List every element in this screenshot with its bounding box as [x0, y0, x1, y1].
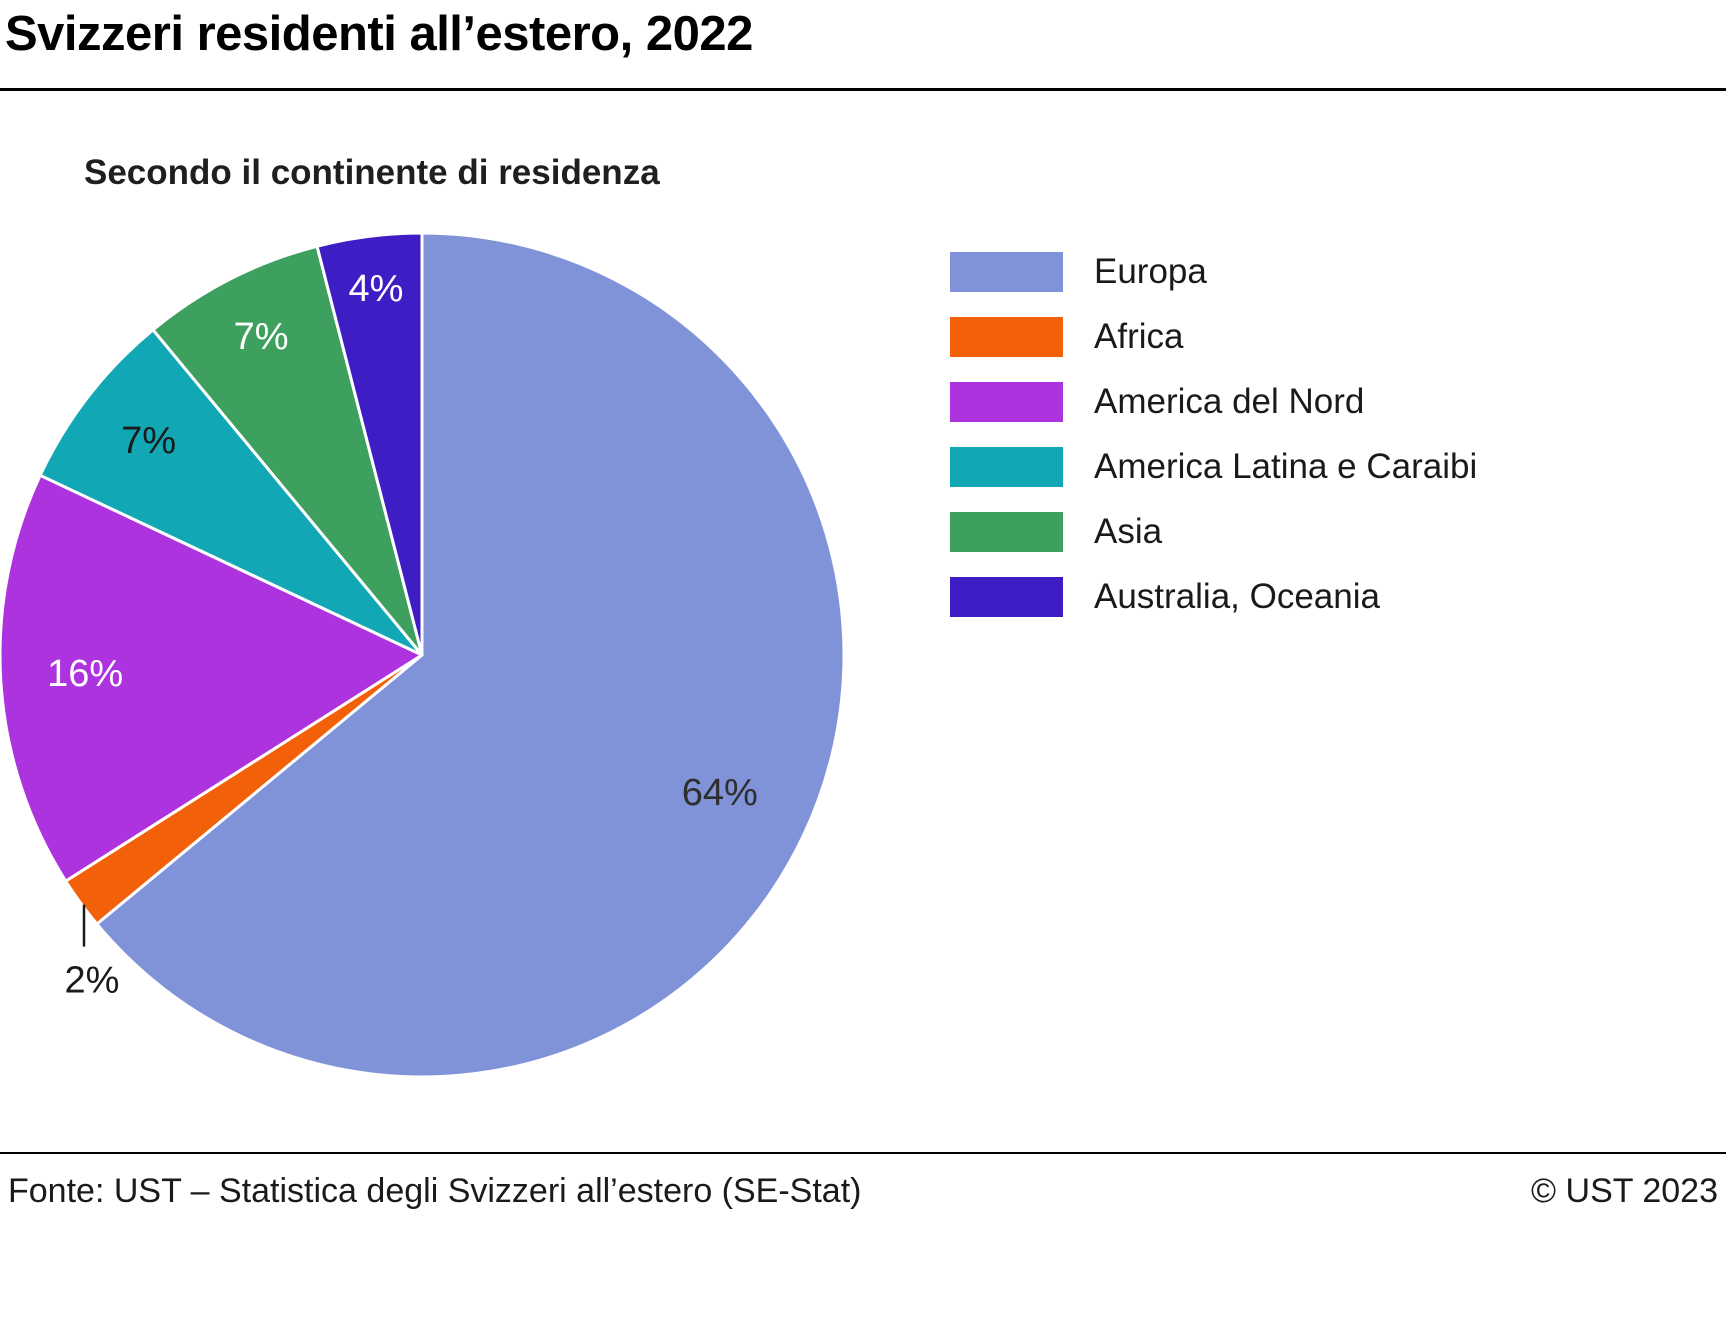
pie-chart: 64% 2% 16% 7% 7% 4%	[0, 231, 846, 1079]
chart-subtitle: Secondo il continente di residenza	[84, 153, 660, 192]
pie-label-australia-oceania: 4%	[349, 268, 404, 310]
legend-swatch-europa	[950, 252, 1063, 292]
pie-slice-europa	[95, 231, 846, 1079]
legend-label-africa: Africa	[1094, 317, 1184, 356]
legend-swatch-asia	[950, 512, 1063, 552]
source-text: Fonte: UST – Statistica degli Svizzeri a…	[8, 1172, 862, 1210]
legend-label-australia-oceania: Australia, Oceania	[1094, 577, 1380, 616]
legend-item-europa: Europa	[950, 252, 1477, 292]
legend-label-asia: Asia	[1094, 512, 1163, 551]
copyright-text: © UST 2023	[1531, 1172, 1718, 1210]
pie-slice-america-del-nord	[0, 473, 424, 883]
chart-title: Svizzeri residenti all’estero, 2022	[5, 7, 753, 61]
pie-label-europa: 64%	[682, 772, 758, 814]
chart-legend: Europa Africa America del Nord America Lati…	[950, 252, 1477, 642]
pie-slice-australia-oceania	[315, 231, 424, 657]
pie-label-africa: 2%	[65, 960, 120, 1002]
footer-divider	[0, 1152, 1726, 1154]
legend-label-america-latina-e-caraibi: America Latina e Caraibi	[1094, 447, 1478, 486]
legend-swatch-america-del-nord	[950, 382, 1063, 422]
title-divider	[0, 88, 1726, 91]
chart-footer: Fonte: UST – Statistica degli Svizzeri a…	[0, 1172, 1726, 1211]
legend-label-europa: Europa	[1094, 252, 1207, 291]
legend-label-america-del-nord: America del Nord	[1094, 382, 1365, 421]
legend-item-australia-oceania: Australia, Oceania	[950, 577, 1477, 617]
legend-swatch-africa	[950, 317, 1063, 357]
legend-swatch-australia-oceania	[950, 577, 1063, 617]
pie-label-america-del-nord: 16%	[47, 653, 123, 695]
pie-label-america-latina-e-caraibi: 7%	[121, 420, 176, 462]
pie-label-asia: 7%	[234, 316, 289, 358]
pie-slice-america-latina-e-caraibi	[38, 328, 424, 657]
legend-item-africa: Africa	[950, 317, 1477, 357]
legend-item-america-latina-e-caraibi: America Latina e Caraibi	[950, 447, 1477, 487]
legend-item-asia: Asia	[950, 512, 1477, 552]
legend-item-america-del-nord: America del Nord	[950, 382, 1477, 422]
pie-slice-asia	[151, 244, 424, 657]
legend-swatch-america-latina-e-caraibi	[950, 447, 1063, 487]
